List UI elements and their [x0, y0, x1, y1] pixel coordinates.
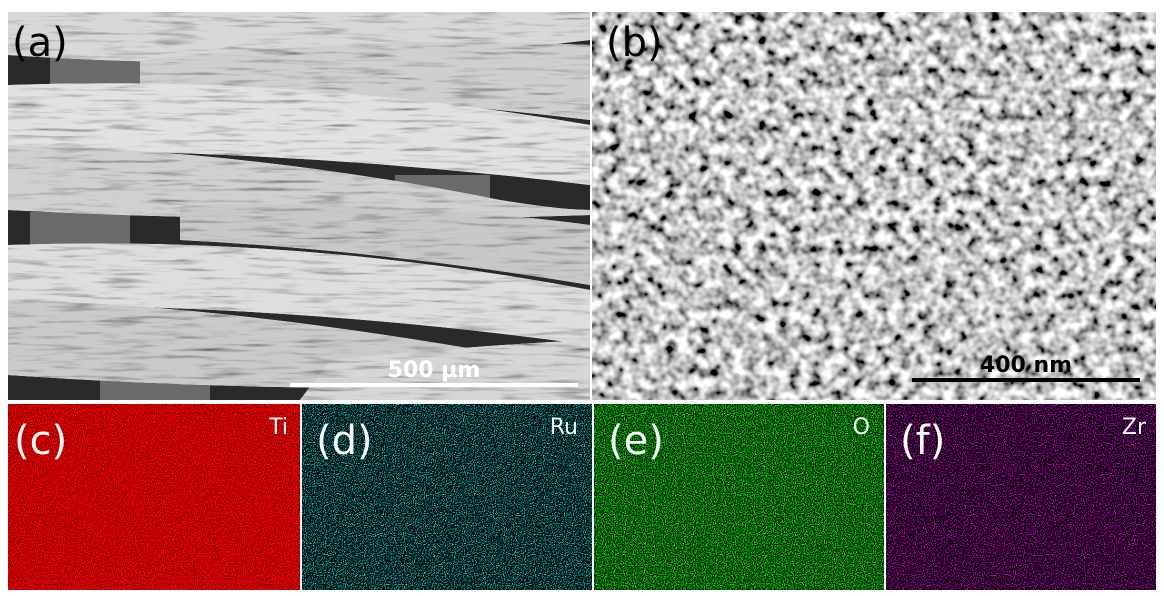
panel-label: (a)	[12, 20, 68, 66]
panel-b-image	[592, 12, 1156, 400]
panel-label: (e)	[608, 418, 664, 464]
scale-bar-label: 500 µm	[388, 358, 481, 383]
panel-label: (b)	[606, 20, 663, 66]
element-label: O	[853, 415, 870, 440]
figure: (a) 500 µm (b) 400 nm (c) Ti (d) Ru (e) …	[0, 0, 1164, 596]
page: (a) 500 µm (b) 400 nm (c) Ti (d) Ru (e) …	[0, 0, 1164, 596]
panel-a	[8, 12, 590, 400]
element-label: Ru	[550, 415, 578, 440]
panel-label: (c)	[14, 418, 67, 464]
wire	[30, 212, 130, 247]
scale-bar-label: 400 nm	[980, 353, 1072, 378]
element-label: Ti	[268, 415, 288, 440]
panel-label: (d)	[316, 418, 373, 464]
panel-label: (f)	[900, 418, 945, 464]
element-label: Zr	[1122, 415, 1147, 440]
